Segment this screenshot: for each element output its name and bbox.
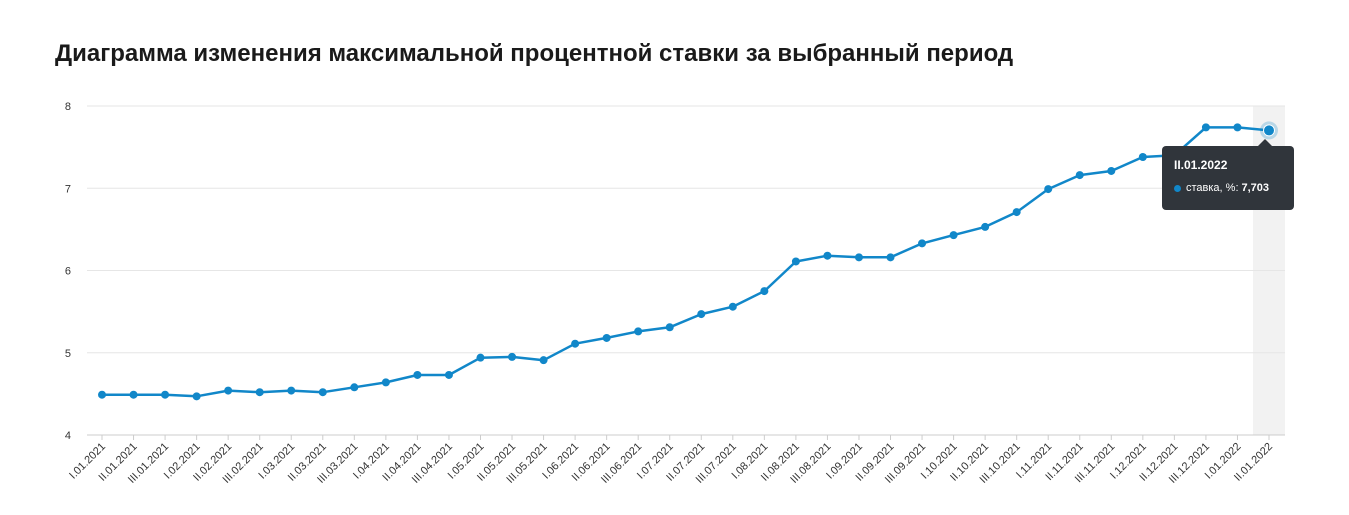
- data-point[interactable]: [760, 287, 769, 296]
- tooltip-date: II.01.2022: [1174, 158, 1228, 172]
- data-point[interactable]: [98, 390, 106, 399]
- data-point-active[interactable]: [1263, 124, 1275, 137]
- tooltip-row: ставка, %: 7,703: [1174, 182, 1282, 194]
- data-point[interactable]: [413, 370, 422, 379]
- series-line: [102, 126, 1270, 398]
- y-tick-label: 6: [65, 266, 71, 278]
- data-point[interactable]: [318, 388, 327, 397]
- data-point[interactable]: [1138, 152, 1147, 161]
- data-point[interactable]: [728, 302, 737, 311]
- x-axis: I.01.2021II.01.2021III.01.2021I.02.2021I…: [67, 435, 1275, 486]
- y-tick-label: 8: [65, 101, 71, 113]
- tooltip-value: 7,703: [1241, 182, 1270, 194]
- data-point[interactable]: [350, 383, 359, 392]
- y-tick-label: 7: [65, 183, 71, 195]
- y-axis: 4 5 6 7 8: [65, 101, 71, 442]
- data-point[interactable]: [854, 253, 863, 262]
- data-point[interactable]: [886, 253, 895, 262]
- data-point[interactable]: [161, 390, 170, 399]
- data-point[interactable]: [918, 239, 927, 248]
- data-point[interactable]: [634, 327, 643, 336]
- data-point[interactable]: [1107, 166, 1116, 175]
- y-tick-label: 5: [65, 348, 71, 360]
- tooltip-series-dot: [1174, 184, 1181, 192]
- data-point[interactable]: [981, 222, 990, 231]
- data-point[interactable]: [949, 231, 958, 240]
- series-points: [98, 121, 1278, 401]
- data-point[interactable]: [192, 392, 201, 401]
- data-point[interactable]: [665, 323, 674, 332]
- data-point[interactable]: [255, 388, 264, 397]
- series-polyline: [102, 126, 1270, 398]
- data-point[interactable]: [224, 386, 233, 395]
- data-point[interactable]: [571, 339, 580, 348]
- data-point[interactable]: [1012, 208, 1021, 217]
- data-point[interactable]: [1075, 171, 1084, 180]
- tooltip: II.01.2022 ставка, %: 7,703: [1162, 139, 1294, 210]
- data-point[interactable]: [287, 386, 296, 395]
- data-point[interactable]: [1201, 123, 1210, 132]
- data-point[interactable]: [129, 390, 138, 399]
- data-point[interactable]: [381, 378, 390, 387]
- tooltip-series-label: ставка, %:: [1186, 182, 1239, 194]
- data-point[interactable]: [602, 333, 611, 342]
- data-point[interactable]: [697, 310, 706, 319]
- data-point[interactable]: [1233, 123, 1242, 132]
- data-point[interactable]: [539, 356, 548, 365]
- y-tick-label: 4: [65, 430, 71, 442]
- grid: [87, 105, 1285, 436]
- data-point[interactable]: [508, 352, 517, 361]
- data-point[interactable]: [823, 251, 832, 260]
- chart-title: Диаграмма изменения максимальной процент…: [55, 40, 1014, 67]
- data-point[interactable]: [476, 353, 485, 362]
- data-point[interactable]: [444, 370, 453, 379]
- data-point[interactable]: [1044, 185, 1053, 194]
- data-point[interactable]: [791, 257, 800, 266]
